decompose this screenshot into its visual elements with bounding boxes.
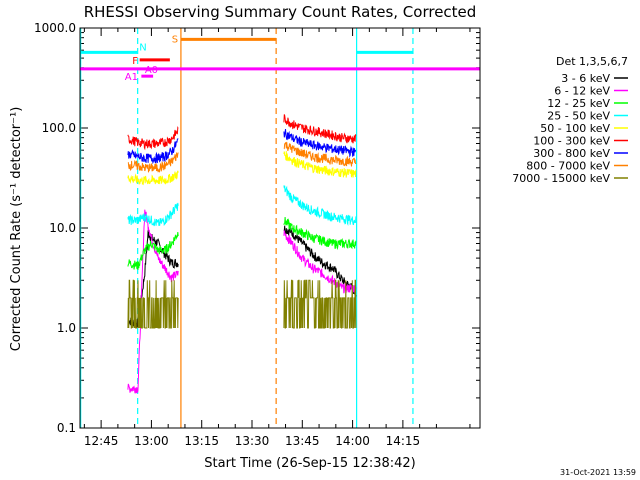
legend-entry-label: 100 - 300 keV <box>533 135 610 148</box>
y-tick-label: 100.0 <box>42 121 76 135</box>
timestamp: 31-Oct-2021 13:59 <box>560 468 636 477</box>
legend-entry-label: 50 - 100 keV <box>540 122 610 135</box>
x-tick-label: 13:30 <box>235 434 270 448</box>
series-line <box>283 128 357 158</box>
x-tick-label: 13:45 <box>285 434 320 448</box>
flag-label: A1 <box>125 72 138 83</box>
y-tick-label: 10.0 <box>49 221 76 235</box>
flag-label: A0 <box>145 65 158 76</box>
y-tick-label: 1000.0 <box>34 21 76 35</box>
x-tick-label: 13:00 <box>134 434 169 448</box>
series-line <box>127 232 179 270</box>
x-axis-label: Start Time (26-Sep-15 12:38:42) <box>204 456 415 471</box>
flag-label: N <box>139 42 146 53</box>
flag-label: F <box>132 56 138 67</box>
series-line <box>283 279 357 329</box>
legend-title: Det 1,3,5,6,7 <box>556 55 628 68</box>
legend-entry-label: 3 - 6 keV <box>561 72 610 85</box>
series-line <box>283 151 357 178</box>
plot-frame <box>79 27 481 429</box>
x-tick-label: 12:45 <box>84 434 119 448</box>
series-line <box>127 279 179 329</box>
x-tick-label: 14:15 <box>386 434 421 448</box>
chart-title: RHESSI Observing Summary Count Rates, Co… <box>84 3 477 21</box>
y-tick-label: 1.0 <box>57 321 76 335</box>
series-line <box>283 216 357 251</box>
legend-entry-label: 800 - 7000 keV <box>526 160 610 173</box>
legend-entry-label: 300 - 800 keV <box>533 147 610 160</box>
series-line <box>283 114 357 144</box>
series-line <box>127 126 179 151</box>
series-line <box>283 185 357 227</box>
legend-entry-label: 7000 - 15000 keV <box>512 172 610 185</box>
series-line <box>127 209 179 394</box>
series-line <box>283 141 357 167</box>
y-axis-label: Corrected Count Rate (s⁻¹ detector⁻¹) <box>9 107 24 352</box>
y-tick-label: 0.1 <box>57 421 76 435</box>
series-line <box>127 151 179 173</box>
series-line <box>127 202 179 227</box>
legend-entry-label: 25 - 50 keV <box>547 110 610 123</box>
legend-entry-label: 6 - 12 keV <box>554 85 610 98</box>
series-line <box>283 230 357 294</box>
flag-label: S <box>172 34 178 45</box>
series-line <box>127 138 179 165</box>
series-line <box>127 170 179 186</box>
series-line <box>283 225 357 298</box>
x-tick-label: 13:15 <box>184 434 219 448</box>
x-tick-label: 14:00 <box>335 434 370 448</box>
legend-entry-label: 12 - 25 keV <box>547 97 610 110</box>
